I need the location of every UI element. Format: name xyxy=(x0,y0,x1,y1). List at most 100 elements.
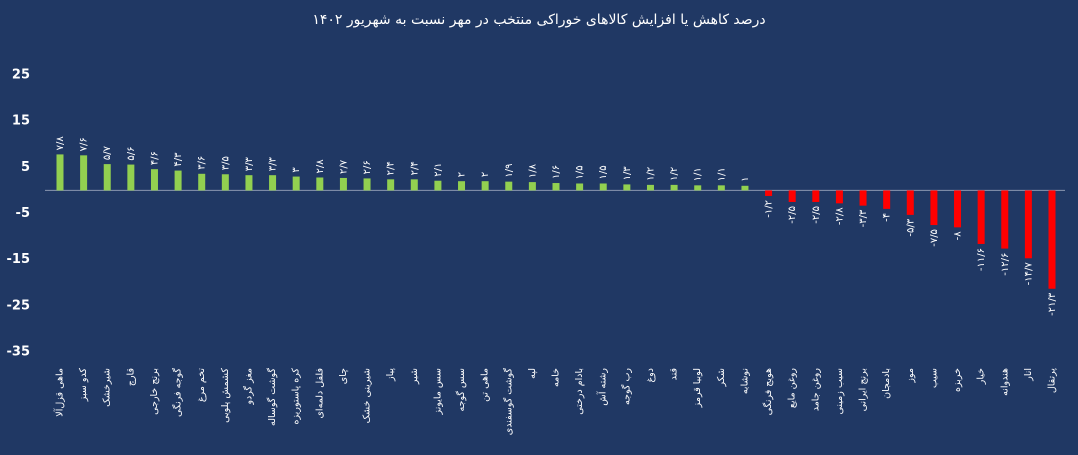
bar xyxy=(387,179,395,191)
x-tick-label: بادام درختی xyxy=(574,368,585,415)
value-label: ۱ xyxy=(740,176,751,181)
bar xyxy=(977,190,985,244)
value-label: -۳/۳ xyxy=(858,209,869,227)
bar xyxy=(103,164,111,191)
y-tick-label: 5 xyxy=(21,160,30,175)
value-label: ۲/۷ xyxy=(338,159,349,174)
x-tick-label: پرتقال xyxy=(1047,368,1058,393)
x-tick-label: خامه xyxy=(551,368,562,387)
bar xyxy=(670,184,678,191)
value-label: ۱/۱ xyxy=(693,167,704,181)
x-tick-label: لپه xyxy=(527,368,538,379)
x-tick-label: ماهی تن xyxy=(480,368,491,402)
x-tick-label: شکر xyxy=(716,368,727,387)
value-label: -۵/۳ xyxy=(905,218,916,236)
value-label: ۳/۵ xyxy=(220,156,231,170)
value-label: -۲/۵ xyxy=(811,206,822,224)
bar xyxy=(245,175,253,191)
bar xyxy=(56,154,64,191)
value-label: -۸ xyxy=(953,231,964,241)
value-label: ۴/۶ xyxy=(149,151,160,165)
bar xyxy=(906,190,914,215)
x-tick-label: خربزه xyxy=(952,368,963,392)
bar xyxy=(481,181,489,191)
x-tick-label: موز xyxy=(905,368,916,384)
value-label: ۱/۲ xyxy=(669,167,680,181)
bar xyxy=(363,178,371,191)
value-label: -۷/۵ xyxy=(929,229,940,247)
value-label: ۳/۳ xyxy=(244,156,255,171)
y-tick-label: -35 xyxy=(7,345,31,360)
x-tick-label: گوشت گوسفندی xyxy=(502,368,514,436)
bar xyxy=(150,169,158,191)
value-label: ۲/۴ xyxy=(409,161,420,175)
bar xyxy=(174,170,182,191)
bar xyxy=(694,185,702,191)
x-tick-label: برنج خارجی xyxy=(149,368,160,415)
x-tick-label: دوغ xyxy=(645,368,656,383)
bar xyxy=(812,190,820,202)
value-label: -۱/۲ xyxy=(764,200,775,218)
x-tick-label: کشمش پلویی xyxy=(220,368,231,423)
value-label: -۴ xyxy=(882,213,893,222)
x-tick-label: پیاز xyxy=(385,368,396,382)
value-label: ۲/۶ xyxy=(362,160,373,174)
chart-title: درصد کاهش یا افزایش کالاهای خوراکی منتخب… xyxy=(312,12,765,28)
y-tick-label: -5 xyxy=(16,206,30,221)
x-tick-label: قند xyxy=(669,368,680,380)
value-label: ۲/۱ xyxy=(433,163,444,177)
x-tick-label: چای xyxy=(338,368,349,384)
x-tick-label: شیرخشک xyxy=(102,368,113,407)
x-tick-label: سس گوجه xyxy=(455,368,467,412)
x-tick-label: کره پاستوریزه xyxy=(291,368,302,425)
x-tick-label: هویج فرنگی xyxy=(762,368,774,415)
bar xyxy=(552,183,560,191)
bar xyxy=(434,180,442,191)
bar xyxy=(269,175,277,191)
bar xyxy=(1048,190,1056,289)
bar xyxy=(623,184,631,191)
x-tick-label: رشته آش xyxy=(596,368,609,406)
value-label: -۲۱/۳ xyxy=(1047,292,1058,316)
bar xyxy=(788,190,796,202)
bar xyxy=(316,177,324,191)
value-label: ۲ xyxy=(480,172,491,177)
x-tick-label: لوبیا قرمز xyxy=(692,368,703,408)
value-label: ۷/۶ xyxy=(79,137,90,151)
bar xyxy=(930,190,938,226)
bar xyxy=(80,155,88,191)
value-label: ۳/۳ xyxy=(268,156,279,171)
value-label: -۲/۵ xyxy=(787,206,798,224)
y-tick-label: -15 xyxy=(7,252,31,267)
value-label: -۱۲/۶ xyxy=(1000,253,1011,276)
bar xyxy=(717,185,725,191)
x-tick-label: برنج ایرانی xyxy=(858,368,869,411)
value-label: ۳ xyxy=(291,167,302,173)
bar xyxy=(883,190,891,209)
bar xyxy=(765,190,773,196)
value-label: ۴/۳ xyxy=(173,152,184,167)
y-tick-label: 15 xyxy=(12,114,30,129)
bar xyxy=(835,190,843,204)
bar xyxy=(599,183,607,191)
value-label: ۱/۱ xyxy=(716,167,727,181)
bar xyxy=(198,173,206,191)
x-tick-label: هندوانه xyxy=(999,368,1010,396)
bar xyxy=(954,190,962,228)
value-label: ۵/۶ xyxy=(126,146,137,160)
value-label: ۵/۷ xyxy=(102,145,113,160)
value-label: ۱/۶ xyxy=(551,165,562,179)
bar xyxy=(576,183,584,191)
x-tick-label: قارچ xyxy=(125,368,136,386)
value-label: ۷/۸ xyxy=(55,136,66,151)
x-tick-label: نوشابه xyxy=(739,368,750,394)
x-tick-label: کدو سبز xyxy=(78,368,89,403)
x-tick-label: گوجه فرنگی xyxy=(172,368,184,417)
x-tick-label: خیار xyxy=(976,368,987,385)
y-tick-label: -25 xyxy=(7,298,31,313)
bar xyxy=(458,181,466,191)
value-label: ۱/۹ xyxy=(504,164,515,178)
bar xyxy=(646,184,654,191)
